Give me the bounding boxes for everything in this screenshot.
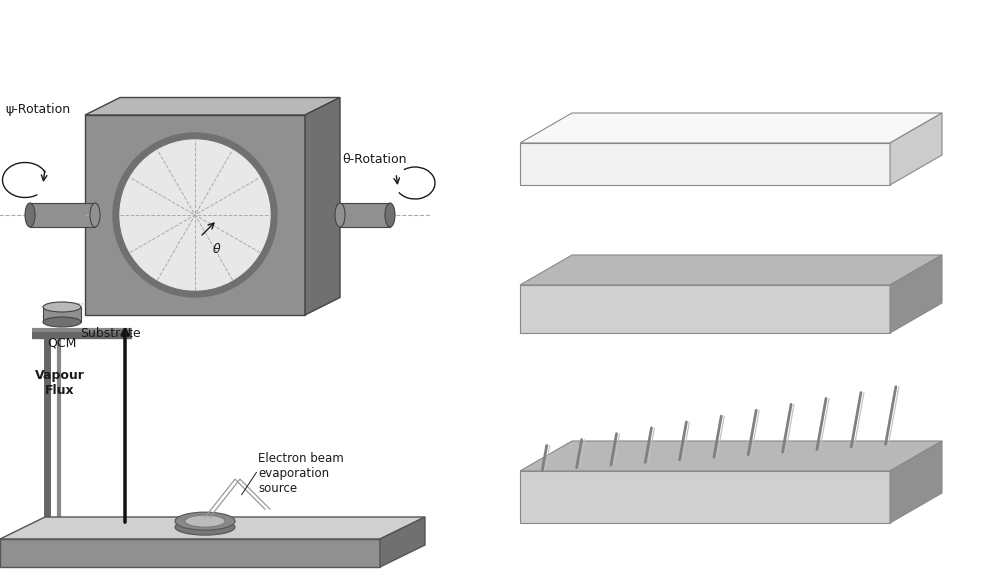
Polygon shape — [890, 113, 942, 185]
Polygon shape — [0, 517, 425, 539]
Text: ψ-Rotation: ψ-Rotation — [5, 103, 70, 116]
Ellipse shape — [175, 512, 235, 530]
Circle shape — [113, 133, 277, 297]
Polygon shape — [520, 471, 890, 523]
Ellipse shape — [43, 317, 81, 327]
Ellipse shape — [335, 203, 345, 227]
Ellipse shape — [385, 203, 395, 227]
Polygon shape — [520, 143, 890, 185]
Ellipse shape — [175, 519, 235, 535]
Text: Substrate: Substrate — [80, 327, 141, 340]
Ellipse shape — [43, 302, 81, 312]
Polygon shape — [340, 203, 390, 227]
Polygon shape — [890, 441, 942, 523]
Polygon shape — [520, 113, 942, 143]
Polygon shape — [305, 98, 340, 315]
Text: Electron beam
evaporation
source: Electron beam evaporation source — [258, 451, 344, 494]
Text: QCM: QCM — [47, 337, 77, 350]
Polygon shape — [30, 203, 95, 227]
Polygon shape — [85, 98, 340, 115]
Text: Vapour
Flux: Vapour Flux — [35, 369, 85, 397]
Polygon shape — [43, 307, 81, 322]
Polygon shape — [520, 255, 942, 285]
Polygon shape — [85, 115, 305, 315]
Polygon shape — [520, 441, 942, 471]
Text: θ-Rotation: θ-Rotation — [342, 153, 406, 166]
Polygon shape — [890, 255, 942, 333]
Text: θ: θ — [213, 243, 221, 256]
Ellipse shape — [185, 515, 225, 527]
Ellipse shape — [25, 203, 35, 227]
Circle shape — [120, 140, 270, 290]
Ellipse shape — [90, 203, 100, 227]
Polygon shape — [520, 285, 890, 333]
Polygon shape — [0, 539, 380, 567]
Polygon shape — [380, 517, 425, 567]
